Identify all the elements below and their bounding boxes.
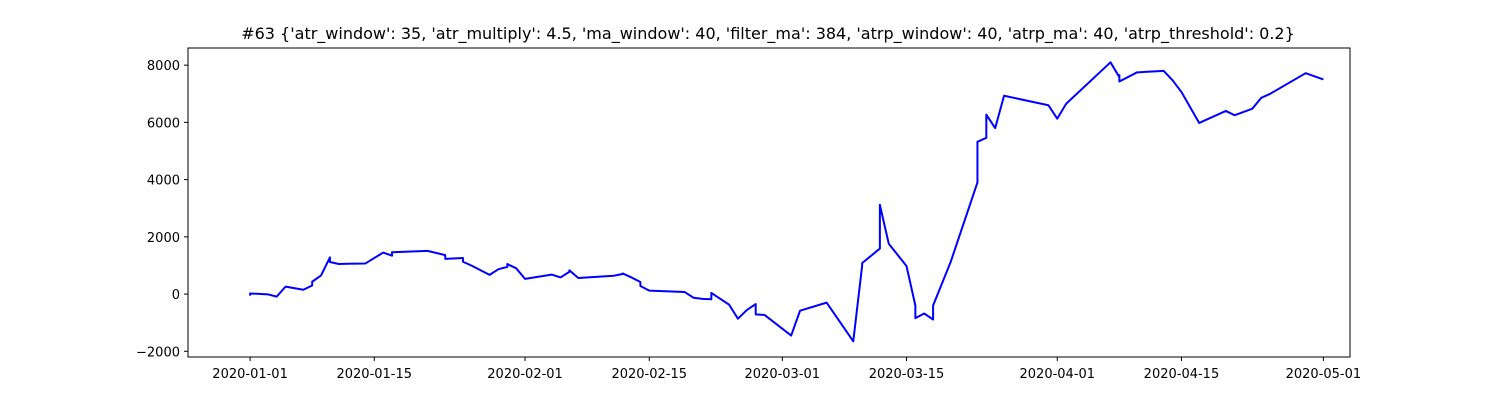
x-tick-label: 2020-01-01 [212, 367, 288, 382]
x-tick-label: 2020-03-01 [745, 367, 821, 382]
x-tick-label: 2020-01-15 [336, 367, 412, 382]
x-tick-label: 2020-04-15 [1144, 367, 1220, 382]
x-tick-label: 2020-04-01 [1020, 367, 1096, 382]
y-tick-label: 2000 [147, 231, 180, 246]
x-tick-label: 2020-05-01 [1286, 367, 1362, 382]
y-tick-label: 8000 [147, 59, 180, 74]
series-line-0 [249, 61, 1324, 343]
chart-title: #63 {'atr_window': 35, 'atr_multiply': 4… [241, 24, 1295, 44]
x-tick-label: 2020-02-15 [611, 367, 687, 382]
y-tick-label: 4000 [147, 174, 180, 189]
plot-frame [187, 47, 1351, 358]
x-tick-label: 2020-02-01 [487, 367, 563, 382]
x-tick-label: 2020-03-15 [869, 367, 945, 382]
y-tick-label: −2000 [136, 345, 180, 360]
y-tick-label: 0 [172, 288, 180, 303]
plot-area: 2020-01-01 2020-01-15 2020-02-01 2020-02-15… [136, 47, 1362, 382]
y-tick-label: 6000 [147, 116, 180, 131]
